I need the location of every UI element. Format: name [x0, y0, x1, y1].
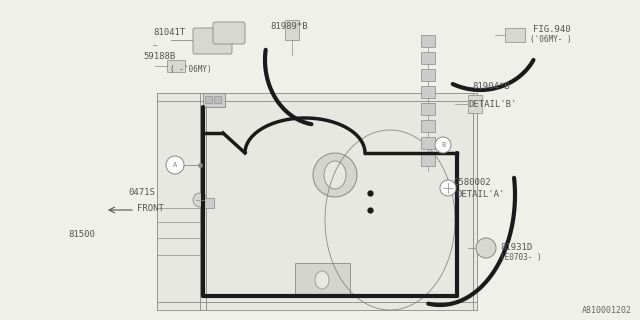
Text: FIG.940: FIG.940	[533, 25, 571, 34]
Text: ( -'06MY): ( -'06MY)	[170, 65, 212, 74]
Text: ('06MY- ): ('06MY- )	[530, 35, 572, 44]
Circle shape	[313, 153, 357, 197]
Bar	[285, 20, 299, 40]
Bar	[167, 60, 185, 72]
Circle shape	[476, 238, 496, 258]
Text: 59188B: 59188B	[143, 52, 175, 61]
Bar	[205, 96, 212, 103]
Text: B: B	[441, 142, 445, 148]
Text: 81931D: 81931D	[500, 243, 532, 252]
Ellipse shape	[324, 161, 346, 189]
Text: DETAIL'A': DETAIL'A'	[456, 190, 504, 199]
FancyBboxPatch shape	[193, 28, 232, 54]
Bar	[214, 96, 221, 103]
Bar	[468, 95, 482, 113]
Text: (E0703- ): (E0703- )	[500, 253, 541, 262]
Bar	[295, 263, 350, 297]
Bar	[421, 154, 435, 166]
Bar	[421, 137, 435, 149]
Bar	[421, 69, 435, 81]
Circle shape	[440, 180, 456, 196]
Bar	[421, 86, 435, 98]
Circle shape	[166, 156, 184, 174]
Text: 81041T: 81041T	[153, 28, 185, 37]
Bar	[421, 52, 435, 64]
Text: —: —	[153, 42, 157, 48]
Text: 0471S: 0471S	[128, 188, 155, 197]
Bar	[421, 120, 435, 132]
Text: FRONT: FRONT	[137, 204, 164, 213]
Bar	[421, 35, 435, 47]
Ellipse shape	[315, 271, 329, 289]
Text: 81500: 81500	[68, 230, 95, 239]
Bar	[202, 198, 214, 208]
Bar	[421, 103, 435, 115]
Text: A: A	[173, 162, 177, 168]
Bar	[505, 28, 525, 42]
Bar	[157, 93, 477, 310]
Text: 81904*B: 81904*B	[472, 82, 509, 91]
Circle shape	[193, 193, 207, 207]
Text: Q580002: Q580002	[453, 178, 491, 187]
Text: DETAIL'B': DETAIL'B'	[468, 100, 516, 109]
Text: A810001202: A810001202	[582, 306, 632, 315]
Circle shape	[435, 137, 451, 153]
FancyBboxPatch shape	[213, 22, 245, 44]
Bar	[203, 93, 225, 107]
Text: 81989*B: 81989*B	[270, 22, 308, 31]
